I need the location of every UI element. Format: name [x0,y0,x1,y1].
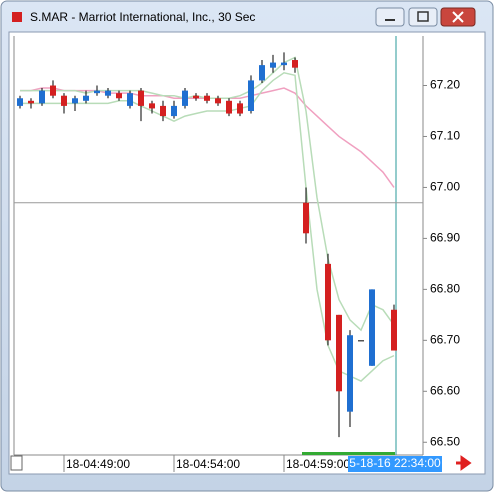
candle-body [28,100,34,104]
y-tick-label: 67.00 [430,180,460,194]
candle-body [336,314,342,392]
candle-body [237,103,243,114]
candle-body [17,98,23,106]
scroll-right-arrow[interactable] [456,455,472,471]
candle-body [50,85,56,96]
candle-body [248,80,254,111]
plot: 66.50 66.60 66.70 66.80 66.90 67.00 67.10 67.20… [14,36,460,472]
minimize-button[interactable] [375,7,405,27]
candle-body [204,95,210,101]
close-icon [452,11,464,23]
candle-body [39,90,45,104]
candle-body [325,263,331,341]
candle-body [292,60,298,68]
y-tick-label: 66.50 [430,434,460,448]
candle-body [171,105,177,117]
candle-body [83,95,89,101]
session-bar [302,452,395,455]
window-title: S.MAR - Marriot International, Inc., 30 … [30,10,255,24]
cursor-label: 5-18-16 22:34:00 [349,456,441,470]
chart-area [8,31,486,475]
x-tick-label: 18-04:59:00 [286,457,350,471]
y-tick-label: 66.70 [430,333,460,347]
y-tick-label: 67.20 [430,78,460,92]
app-icon [12,12,22,22]
candle-body [391,309,397,351]
candle-body [149,103,155,109]
candle-body [281,62,287,66]
candle-body [226,100,232,114]
candle-body [270,62,276,68]
maximize-icon [417,11,429,22]
candle-body [94,90,100,94]
candle-body [160,105,166,117]
y-tick-label: 66.80 [430,282,460,296]
x-tick-label: 18-04:49:00 [66,457,130,471]
candle-body [193,95,199,99]
y-tick-label: 66.90 [430,231,460,245]
candle-body [259,65,265,81]
x-tick-label: 18-04:54:00 [176,457,240,471]
candle-body [61,95,67,106]
candle-body [105,90,111,96]
candle-body [72,98,78,104]
maximize-button[interactable] [408,7,438,27]
candle-body [358,340,364,342]
scroll-box[interactable] [10,455,23,471]
candle-body [303,202,309,234]
y-tick-label: 66.60 [430,383,460,397]
candle-body [347,335,353,412]
cursor-label-box [348,456,442,472]
candle-body [116,93,122,99]
indicator-line [20,71,395,382]
candle-body [127,93,133,106]
candle-body [215,98,221,104]
candle-body [138,90,144,106]
candle-body [369,289,375,366]
y-tick-label: 67.10 [430,129,460,143]
candle-body [182,90,188,106]
